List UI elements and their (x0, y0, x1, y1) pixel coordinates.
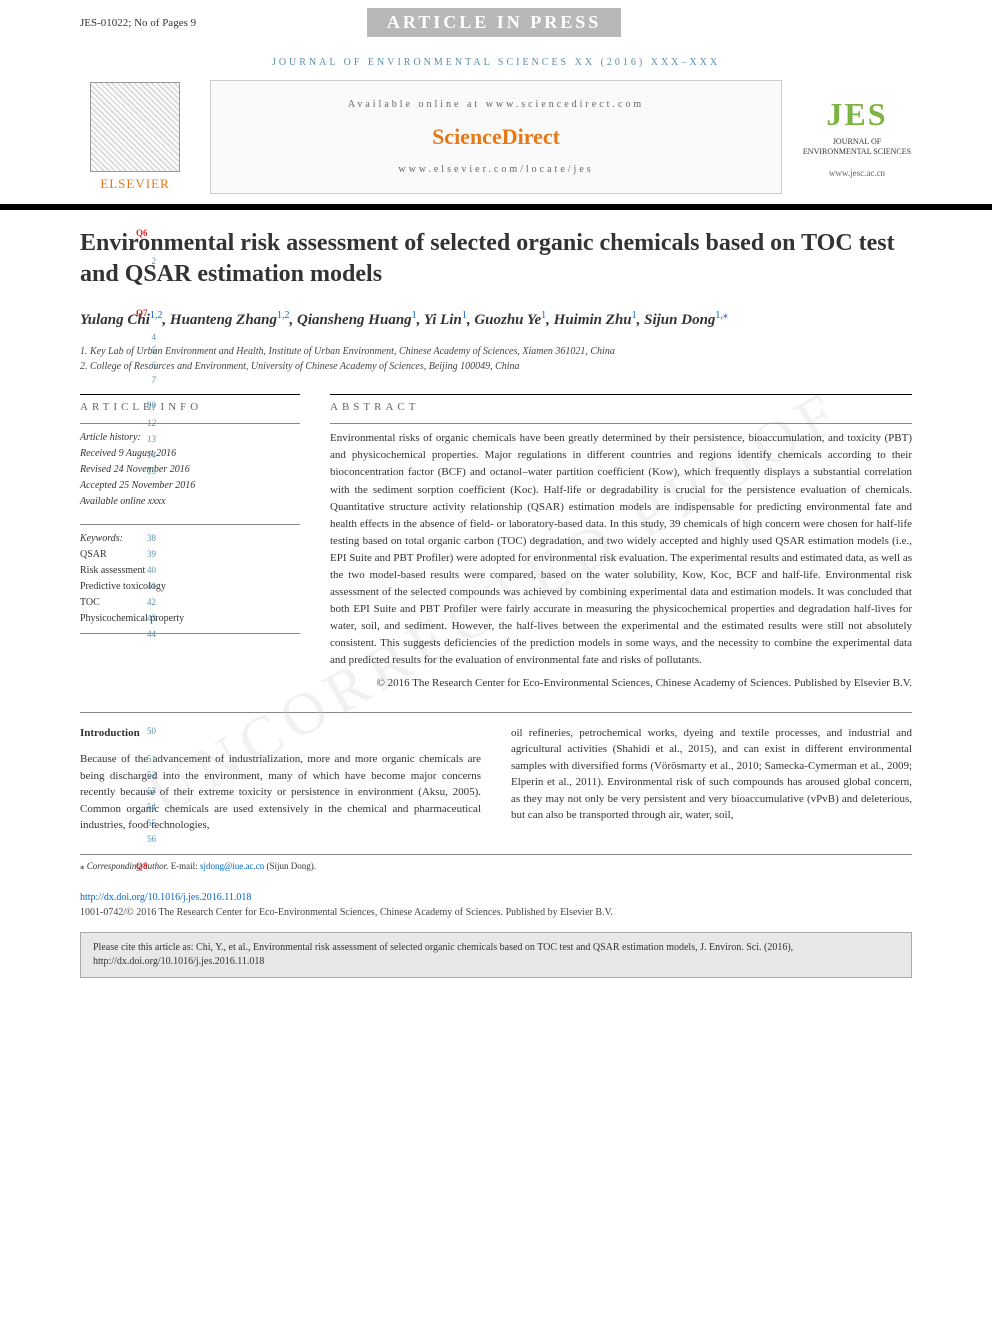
affiliation: 2. College of Resources and Environment,… (80, 359, 912, 374)
elsevier-logo: ELSEVIER (80, 82, 190, 192)
line-num: 38 (142, 531, 156, 545)
line-num: 41 (142, 579, 156, 593)
line-num: 43 (142, 611, 156, 625)
author: Huimin Zhu1 (554, 312, 637, 328)
line-num: 52 (142, 769, 156, 783)
line-num: 42 (142, 595, 156, 609)
abstract-col: ABSTRACT Environmental risks of organic … (330, 394, 912, 691)
line-num: 5 (142, 344, 156, 358)
revised: Revised 24 November 2016 (80, 462, 300, 478)
article-title: Environmental risk assessment of selecte… (80, 228, 912, 290)
author: Yulang Chi1,2 (80, 312, 162, 328)
available-text: Available online at www.sciencedirect.co… (211, 99, 781, 110)
corresponding-text: ⁎ Corresponding author. E-mail: sjdong@i… (80, 861, 316, 871)
doi-link[interactable]: http://dx.doi.org/10.1016/j.jes.2016.11.… (80, 892, 912, 903)
sciencedirect-box: Available online at www.sciencedirect.co… (210, 80, 782, 194)
line-num: 56 (142, 833, 156, 847)
accepted: Accepted 25 November 2016 (80, 478, 300, 494)
author: Guozhu Ye1 (474, 312, 546, 328)
author: Qiansheng Huang1 (297, 312, 417, 328)
keyword: TOC (80, 595, 300, 611)
line-num: 13 (142, 432, 156, 446)
keywords-label: Keywords: (80, 531, 300, 547)
line-num: 7 (142, 374, 156, 388)
jes-subtitle: JOURNAL OF ENVIRONMENTAL SCIENCES (802, 137, 912, 156)
line-num: 54 (142, 801, 156, 815)
header-bar: JES-01022; No of Pages 9 ARTICLE IN PRES… (0, 0, 992, 45)
keywords-block: 38 Keywords: 39 QSAR 40 Risk assessment … (80, 524, 300, 634)
info-abstract-row: 90 ARTICLE INFO 11 Article history: 12 R… (80, 394, 912, 691)
doi-box: http://dx.doi.org/10.1016/j.jes.2016.11.… (80, 892, 912, 918)
citation-box: Please cite this article as: Chi, Y., et… (80, 932, 912, 978)
intro-heading: Introduction (80, 725, 481, 742)
journal-title-line: JOURNAL OF ENVIRONMENTAL SCIENCES XX (20… (0, 45, 992, 80)
query-q7: Q7 (136, 308, 148, 318)
keyword: Predictive toxicology (80, 579, 300, 595)
author: Huanteng Zhang1,2 (170, 312, 290, 328)
query-q6: Q6 (136, 228, 148, 238)
available-online: Available online xxxx (80, 494, 300, 510)
line-num: 53 (142, 785, 156, 799)
authors: Yulang Chi1,2, Huanteng Zhang1,2, Qiansh… (80, 308, 912, 332)
elsevier-tree-icon (90, 82, 180, 172)
line-num: 14 (142, 448, 156, 462)
line-num: 15 (142, 464, 156, 478)
article-history: 11 Article history: 12 Received 9 August… (80, 423, 300, 510)
cite-text: Please cite this article as: Chi, Y., et… (93, 942, 793, 967)
line-num: 44 (142, 627, 156, 641)
intro-text: Because of the advancement of industrial… (80, 751, 481, 834)
article-info-heading: ARTICLE INFO (80, 394, 300, 413)
abstract-text: Environmental risks of organic chemicals… (330, 423, 912, 669)
line-num: 11 (142, 400, 156, 414)
line-num: 55 (142, 817, 156, 831)
elsevier-text: ELSEVIER (80, 176, 190, 192)
email-link[interactable]: sjdong@iue.ac.cn (200, 861, 264, 871)
line-num: 6 (142, 359, 156, 373)
line-num: 12 (142, 416, 156, 430)
line-num: 50 (142, 725, 156, 739)
query-q8: Q8 (136, 861, 148, 871)
article-id: JES-01022; No of Pages 9 (80, 17, 196, 29)
locate-url: www.elsevier.com/locate/jes (211, 164, 781, 175)
press-banner: ARTICLE IN PRESS (367, 8, 621, 37)
keyword: QSAR (80, 547, 300, 563)
line-num: 40 (142, 563, 156, 577)
introduction-section: 50 Introduction 51 52 53 54 55 56 Becaus… (80, 712, 912, 834)
jes-text: JES (802, 96, 912, 133)
affiliations: 5 1. Key Lab of Urban Environment and He… (80, 344, 912, 374)
affiliation: 1. Key Lab of Urban Environment and Heal… (80, 344, 912, 359)
article-info-col: 90 ARTICLE INFO 11 Article history: 12 R… (80, 394, 300, 691)
author: Sijun Dong1,⁎ (644, 312, 728, 328)
intro-col-left: 50 Introduction 51 52 53 54 55 56 Becaus… (80, 725, 481, 834)
sciencedirect-logo: ScienceDirect (211, 124, 781, 150)
line-num: 2 (142, 256, 156, 266)
main-content: UNCORRECTED PROOF Q6 Environmental risk … (0, 228, 992, 978)
history-label: Article history: (80, 430, 300, 446)
intro-col-right: oil refineries, petrochemical works, dye… (511, 725, 912, 834)
corresponding-note: Q8 ⁎ Corresponding author. E-mail: sjdon… (80, 854, 912, 872)
jes-logo: JES JOURNAL OF ENVIRONMENTAL SCIENCES ww… (802, 96, 912, 178)
jes-url: www.jesc.ac.cn (802, 168, 912, 178)
copyright: © 2016 The Research Center for Eco-Envir… (330, 675, 912, 692)
line-num: 51 (142, 753, 156, 767)
intro-text: oil refineries, petrochemical works, dye… (511, 725, 912, 824)
abstract-heading: ABSTRACT (330, 394, 912, 413)
line-num: 4 (142, 332, 156, 342)
publisher-row: ELSEVIER Available online at www.science… (0, 80, 992, 210)
keyword: Physicochemical property (80, 611, 300, 627)
received: Received 9 August 2016 (80, 446, 300, 462)
keyword: Risk assessment (80, 563, 300, 579)
line-num: 39 (142, 547, 156, 561)
issn-text: 1001-0742/© 2016 The Research Center for… (80, 907, 912, 918)
author: Yi Lin1 (424, 312, 467, 328)
